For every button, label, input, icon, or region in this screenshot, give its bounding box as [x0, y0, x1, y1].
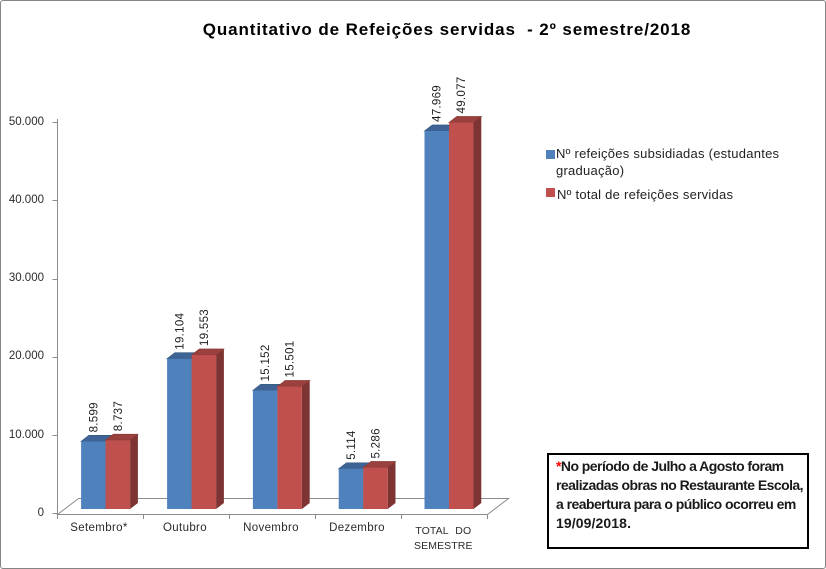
svg-text:15.152: 15.152 [260, 344, 272, 381]
svg-text:15.501: 15.501 [285, 341, 297, 378]
svg-text:49.077: 49.077 [456, 77, 468, 114]
svg-text:19.553: 19.553 [199, 309, 211, 346]
svg-text:5.286: 5.286 [371, 428, 383, 458]
svg-text:5.114: 5.114 [346, 430, 358, 460]
svg-text:47.969: 47.969 [432, 85, 444, 122]
svg-text:8.599: 8.599 [88, 402, 100, 432]
svg-text:19.104: 19.104 [174, 312, 186, 349]
svg-text:8.737: 8.737 [113, 401, 125, 431]
